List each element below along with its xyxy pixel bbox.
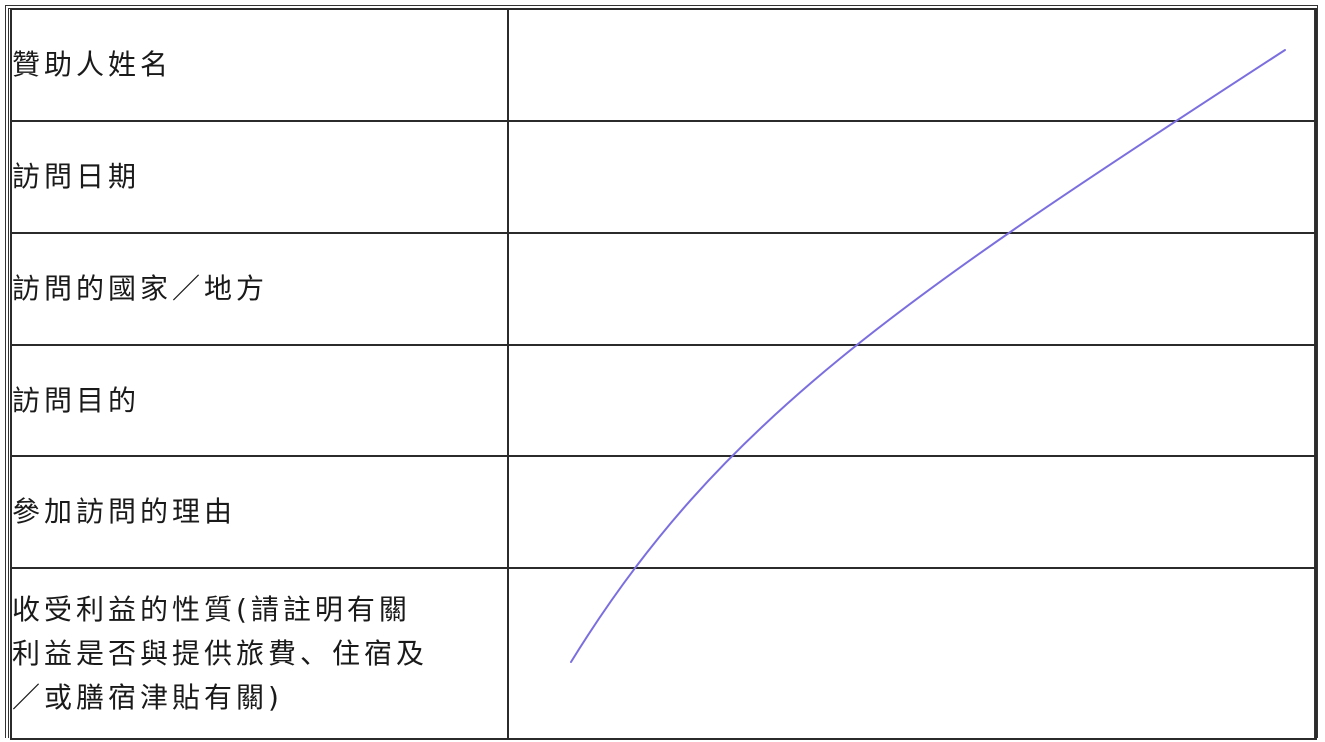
table-row: 訪問目的 — [10, 344, 1317, 457]
visit-purpose-label: 訪問目的 — [10, 344, 509, 457]
benefit-nature-label: 收受利益的性質(請註明有關 利益是否與提供旅費、住宿及 ／或膳宿津貼有關) — [10, 567, 509, 740]
table-row: 參加訪問的理由 — [10, 455, 1317, 569]
visit-date-value[interactable] — [507, 120, 1317, 234]
visit-date-label: 訪問日期 — [10, 120, 509, 234]
visit-country-label: 訪問的國家／地方 — [10, 232, 509, 346]
sponsor-name-label: 贊助人姓名 — [10, 8, 509, 122]
visit-country-value[interactable] — [507, 232, 1317, 346]
page-frame — [5, 5, 1318, 738]
sponsor-visit-form-table: 贊助人姓名 訪問日期 訪問的國家／地方 訪問目的 參加訪問的理由 收受利益的性質… — [10, 8, 1317, 740]
table-row: 贊助人姓名 — [10, 8, 1317, 122]
visit-reason-value[interactable] — [507, 455, 1317, 569]
visit-purpose-value[interactable] — [507, 344, 1317, 457]
table-row: 訪問日期 — [10, 120, 1317, 234]
table-row: 訪問的國家／地方 — [10, 232, 1317, 346]
sponsor-name-value[interactable] — [507, 8, 1317, 122]
table-row: 收受利益的性質(請註明有關 利益是否與提供旅費、住宿及 ／或膳宿津貼有關) — [10, 567, 1317, 740]
visit-reason-label: 參加訪問的理由 — [10, 455, 509, 569]
benefit-nature-value[interactable] — [507, 567, 1317, 740]
